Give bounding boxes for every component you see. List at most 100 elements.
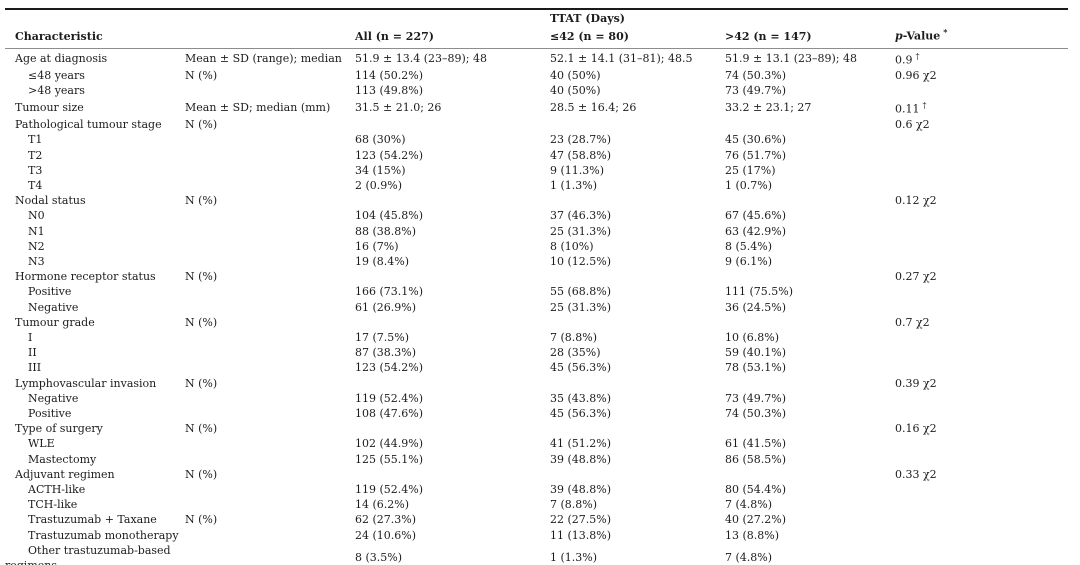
cell-all: 166 (73.1%) [355, 285, 424, 299]
cell-label: TCH-like [28, 498, 78, 512]
cell-p [895, 345, 1068, 360]
cell-label: Positive [28, 285, 72, 299]
cell-descriptor: N (%) [185, 467, 218, 481]
table-row: WLE 102 (44.9%) 41 (51.2%) 61 (41.5%) [5, 436, 1068, 451]
cell-label: WLE [28, 437, 55, 451]
cell-descriptor [185, 542, 355, 565]
cell-label: III [28, 361, 42, 375]
cell-p [895, 224, 1068, 239]
cell-descriptor [185, 360, 355, 375]
cell-label: Hormone receptor status [15, 270, 156, 284]
cell-label: ACTH-like [28, 483, 86, 496]
cell-p [895, 83, 1068, 98]
cell-gt42: 51.9 ± 13.1 (23–89); 48 [725, 51, 857, 65]
cell-all: 87 (38.3%) [355, 346, 417, 360]
col-header-gt42: >42 (n = 147) [725, 25, 895, 49]
cell-gt42 [725, 467, 895, 482]
table-row: T2 123 (54.2%) 47 (58.8%) 76 (51.7%) [5, 148, 1068, 163]
table-row: Adjuvant regimen N (%) 0.33 χ2 [5, 467, 1068, 482]
cell-descriptor [185, 284, 355, 299]
cell-le42: 39 (48.8%) [550, 452, 612, 466]
cell-p [895, 132, 1068, 147]
cell-p [895, 254, 1068, 269]
table-row: ≤48 years N (%) 114 (50.2%) 40 (50%) 74 (50.… [5, 68, 1068, 83]
cell-descriptor [185, 345, 355, 360]
cell-gt42: 73 (49.7%) [725, 391, 787, 405]
cell-descriptor [185, 132, 355, 147]
table-row: Tumour grade N (%) 0.7 χ2 [5, 315, 1068, 330]
cell-p: 0.16 χ2 [895, 422, 937, 436]
cell-descriptor [185, 83, 355, 98]
cell-p [895, 163, 1068, 178]
table-row: N2 16 (7%) 8 (10%) 8 (5.4%) [5, 239, 1068, 254]
column-header-row: Characteristic All (n = 227) ≤42 (n = 80… [5, 25, 1068, 49]
cell-all: 51.9 ± 13.4 (23–89); 48 [355, 51, 487, 65]
table-row: Hormone receptor status N (%) 0.27 χ2 [5, 269, 1068, 284]
cell-gt42: 63 (42.9%) [725, 224, 787, 238]
cell-descriptor: N (%) [185, 513, 218, 527]
cell-p [895, 512, 1068, 527]
cell-p [895, 360, 1068, 375]
cell-p: 0.6 χ2 [895, 118, 930, 132]
cell-le42: 47 (58.8%) [550, 148, 612, 162]
cell-all: 34 (15%) [355, 163, 406, 177]
cell-le42: 45 (56.3%) [550, 406, 612, 420]
cell-le42: 28 (35%) [550, 346, 601, 360]
cell-label: Tumour size [15, 101, 84, 115]
cell-all: 2 (0.9%) [355, 178, 403, 192]
cell-label: N0 [28, 209, 45, 223]
cell-label: I [28, 330, 33, 344]
cell-label: ≤48 years [28, 68, 85, 82]
cell-le42: 45 (56.3%) [550, 361, 612, 375]
cell-label: Other trastuzumab-based regimens [5, 542, 185, 565]
cell-le42: 41 (51.2%) [550, 437, 612, 451]
cell-label: Negative [28, 391, 79, 405]
cell-le42: 8 (10%) [550, 239, 594, 253]
table-row: Other trastuzumab-based regimens 8 (3.5%)… [5, 542, 1068, 565]
table-row: T4 2 (0.9%) 1 (1.3%) 1 (0.7%) [5, 178, 1068, 193]
table-row: II 87 (38.3%) 28 (35%) 59 (40.1%) [5, 345, 1068, 360]
cell-all: 108 (47.6%) [355, 406, 424, 420]
cell-le42: 25 (31.3%) [550, 224, 612, 238]
cell-p [895, 284, 1068, 299]
cell-descriptor [185, 497, 355, 512]
cell-label: Tumour grade [15, 315, 95, 329]
cell-label: N2 [28, 239, 45, 253]
cell-label: Pathological tumour stage [15, 118, 162, 132]
table-row: Nodal status N (%) 0.12 χ2 [5, 193, 1068, 208]
cell-descriptor: N (%) [185, 68, 218, 82]
cell-all: 8 (3.5%) [355, 542, 550, 565]
cell-gt42: 74 (50.3%) [725, 68, 787, 82]
table-row: Age at diagnosis Mean ± SD (range); media… [5, 49, 1068, 68]
table-row: N3 19 (8.4%) 10 (12.5%) 9 (6.1%) [5, 254, 1068, 269]
cell-all: 16 (7%) [355, 239, 399, 253]
cell-gt42: 111 (75.5%) [725, 285, 794, 299]
col-header-pvalue: p-Value * [895, 25, 1068, 49]
cell-le42 [550, 376, 725, 391]
cell-gt42: 1 (0.7%) [725, 178, 773, 192]
cell-descriptor [185, 452, 355, 467]
cell-le42: 7 (8.8%) [550, 498, 598, 512]
table-row: Negative 61 (26.9%) 25 (31.3%) 36 (24.5%) [5, 300, 1068, 315]
cell-gt42 [725, 376, 895, 391]
cell-all: 125 (55.1%) [355, 452, 424, 466]
cell-all: 17 (7.5%) [355, 330, 410, 344]
cell-le42: 35 (43.8%) [550, 391, 612, 405]
cell-label: Age at diagnosis [15, 51, 108, 65]
cell-descriptor [185, 163, 355, 178]
cell-p: 0.12 χ2 [895, 194, 937, 208]
table-row: N0 104 (45.8%) 37 (46.3%) 67 (45.6%) [5, 208, 1068, 223]
cell-all [355, 467, 550, 482]
cell-descriptor [185, 300, 355, 315]
cell-le42: 40 (50%) [550, 84, 601, 98]
cell-descriptor [185, 330, 355, 345]
table-row: Positive 108 (47.6%) 45 (56.3%) 74 (50.3%) [5, 406, 1068, 421]
cell-all: 24 (10.6%) [355, 528, 417, 542]
cell-gt42: 8 (5.4%) [725, 239, 773, 253]
cell-le42: 52.1 ± 14.1 (31–81); 48.5 [550, 51, 693, 65]
cell-descriptor [185, 436, 355, 451]
cell-label: Type of surgery [15, 422, 103, 436]
cell-all [355, 117, 550, 132]
cell-all: 19 (8.4%) [355, 254, 410, 268]
